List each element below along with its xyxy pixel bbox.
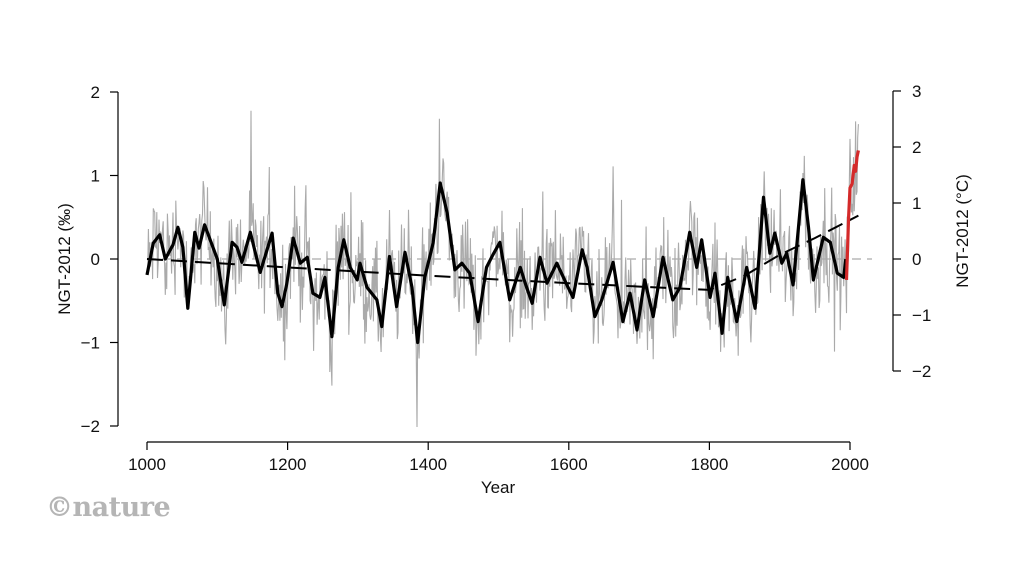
nature-logo: ©nature: [46, 492, 171, 523]
recent-line: [844, 150, 860, 280]
annual-series-line: [146, 110, 859, 428]
y-axis-label-right: NGT-2012 (°C): [953, 174, 972, 288]
y-tick-label-left: −1: [81, 334, 100, 353]
x-tick-label: 1600: [550, 455, 588, 474]
y-tick-label-right: −2: [912, 362, 931, 381]
recent-series: [844, 150, 860, 280]
x-tick-label: 1800: [690, 455, 728, 474]
x-tick-label: 1200: [269, 455, 307, 474]
x-tick-label: 1000: [128, 455, 166, 474]
x-tick-label: 2000: [831, 455, 869, 474]
y-tick-label-left: 0: [91, 250, 100, 269]
y-tick-label-left: 2: [91, 83, 100, 102]
y-tick-label-left: 1: [91, 167, 100, 186]
y-tick-label-right: −1: [912, 306, 931, 325]
y-tick-label-left: −2: [81, 417, 100, 436]
x-tick-label: 1400: [409, 455, 447, 474]
y-tick-label-right: 2: [912, 138, 921, 157]
x-axis-label: Year: [481, 478, 516, 497]
smoothed-series: [145, 178, 848, 345]
smoothed-line: [145, 178, 848, 345]
y-axis-label-left: NGT-2012 (‰): [55, 203, 74, 314]
y-tick-label-right: 0: [912, 250, 921, 269]
annual-series: [146, 110, 859, 428]
axes: 1000 1200 1400 1600 1800 2000 −2 −1 0 1 2 −2 −1 0 1 2 3: [81, 82, 932, 474]
y-tick-label-right: 1: [912, 194, 921, 213]
y-tick-label-right: 3: [912, 82, 921, 101]
